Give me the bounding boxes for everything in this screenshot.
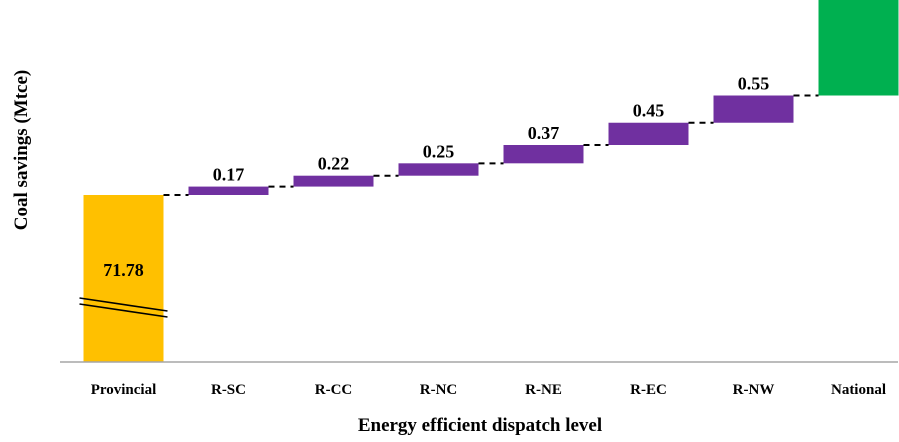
x-tick-label: R-EC	[630, 382, 667, 398]
data-label: 0.37	[528, 123, 560, 143]
bar-r-ne	[503, 145, 584, 164]
y-axis-title: Coal savings (Mtce)	[11, 70, 32, 230]
data-label: 71.78	[103, 260, 144, 280]
bar-national	[818, 0, 899, 96]
axis-break-line	[79, 297, 168, 312]
bar-r-ec	[608, 122, 689, 146]
x-axis-title: Energy efficient dispatch level	[358, 415, 602, 436]
x-tick-label: National	[831, 382, 886, 398]
x-tick-label: R-CC	[315, 382, 353, 398]
bars-group: 71.780.170.220.250.370.450.554.47(78.27)	[83, 0, 899, 362]
axis-break-line	[79, 303, 168, 318]
x-tick-label: R-SC	[211, 382, 246, 398]
x-tick-label: R-NW	[733, 382, 775, 398]
data-label: 0.22	[318, 154, 350, 174]
bar-r-nw	[713, 95, 794, 123]
data-label: 0.25	[423, 141, 455, 161]
overlay-group	[79, 297, 168, 318]
x-tick-label: Provincial	[91, 382, 157, 398]
data-label: 0.45	[633, 101, 665, 121]
data-label: 0.17	[213, 165, 245, 185]
bar-r-sc	[188, 186, 269, 195]
bar-r-nc	[398, 163, 479, 176]
bar-r-cc	[293, 175, 374, 187]
bar-provincial	[83, 195, 164, 362]
x-tick-label: R-NE	[525, 382, 562, 398]
x-tick-labels: Provincial R-SC R-CC R-NC R-NE R-EC R-NW Nation…	[91, 382, 886, 398]
connector-lines	[163, 94, 819, 196]
x-tick-label: R-NC	[420, 382, 458, 398]
data-label: 0.55	[738, 74, 770, 94]
